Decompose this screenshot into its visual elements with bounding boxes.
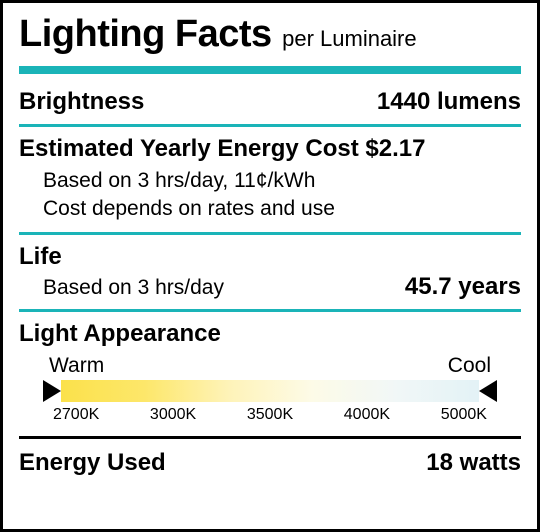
appearance-label: Light Appearance (19, 320, 521, 348)
title-main: Lighting Facts (19, 13, 272, 55)
cost-header: Estimated Yearly Energy Cost $2.17 (19, 135, 521, 163)
tick: 3500K (247, 406, 293, 424)
black-line (19, 436, 521, 439)
energy-section: Energy Used 18 watts (19, 443, 521, 477)
spectrum-bar (61, 380, 479, 402)
energy-label: Energy Used (19, 449, 166, 477)
life-label: Life (19, 243, 521, 271)
brightness-value: 1440 lumens (377, 88, 521, 116)
spectrum-bar-row (43, 380, 497, 402)
teal-line (19, 309, 521, 312)
triangle-right-icon (479, 380, 497, 402)
life-note: Based on 3 hrs/day (43, 276, 224, 300)
teal-line (19, 232, 521, 235)
tick: 4000K (344, 406, 390, 424)
tick: 5000K (441, 406, 487, 424)
spectrum-ticks: 2700K 3000K 3500K 4000K 5000K (43, 406, 497, 424)
cool-label: Cool (448, 354, 491, 378)
teal-bar (19, 66, 521, 74)
tick: 2700K (53, 406, 99, 424)
brightness-label: Brightness (19, 88, 144, 116)
energy-value: 18 watts (426, 449, 521, 477)
cost-section: Estimated Yearly Energy Cost $2.17 Based… (19, 129, 521, 230)
appearance-section: Light Appearance Warm Cool 2700K 3000K 3… (19, 314, 521, 430)
life-value: 45.7 years (405, 273, 521, 301)
cost-note-2: Cost depends on rates and use (19, 195, 521, 223)
brightness-section: Brightness 1440 lumens (19, 82, 521, 122)
cost-note-1: Based on 3 hrs/day, 11¢/kWh (19, 167, 521, 195)
teal-line (19, 124, 521, 127)
life-section: Life Based on 3 hrs/day 45.7 years (19, 237, 521, 307)
warm-label: Warm (49, 354, 104, 378)
lighting-facts-label: Lighting Facts per Luminaire Brightness … (0, 0, 540, 532)
header: Lighting Facts per Luminaire (19, 13, 521, 60)
title-sub: per Luminaire (282, 26, 417, 51)
triangle-left-icon (43, 380, 61, 402)
tick: 3000K (150, 406, 196, 424)
